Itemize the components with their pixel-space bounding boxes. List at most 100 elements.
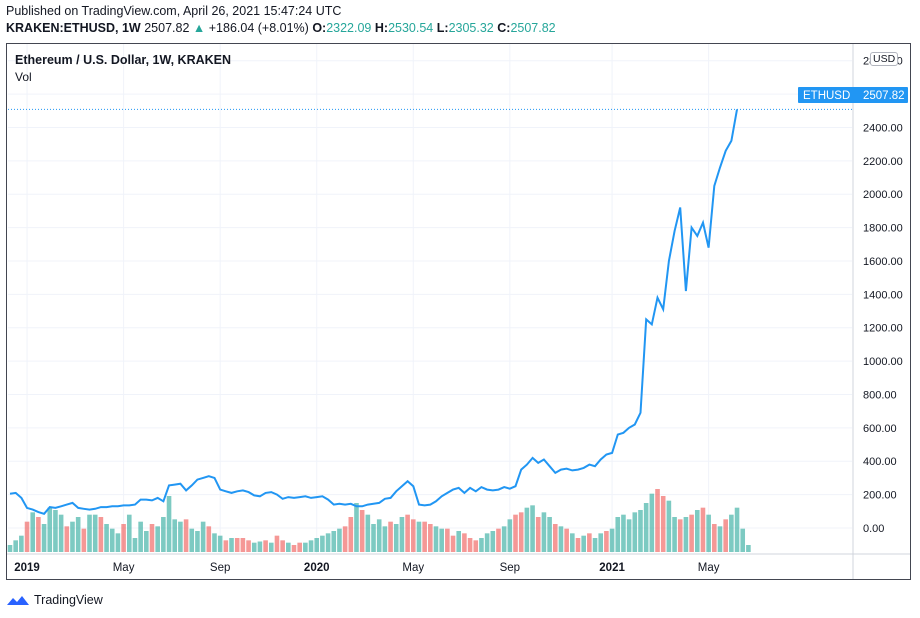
volume-bar	[280, 540, 285, 552]
volume-bar	[206, 526, 212, 552]
volume-bar	[547, 517, 552, 552]
volume-bar	[518, 512, 524, 552]
volume-bar	[223, 540, 229, 552]
volume-bar	[7, 545, 13, 552]
volume-bar	[75, 517, 81, 552]
chart-frame[interactable]	[6, 43, 911, 580]
volume-bar	[746, 545, 751, 552]
volume-bar	[677, 519, 683, 552]
footer-brand: TradingView	[34, 593, 103, 607]
y-tick-label: 2000.00	[863, 189, 903, 201]
volume-bar	[694, 510, 700, 552]
volume-bar	[717, 526, 723, 552]
volume-bar	[558, 526, 564, 552]
volume-bar	[53, 510, 58, 552]
volume-bar	[513, 514, 518, 552]
price-tag-symbol: ETHUSD	[803, 90, 850, 102]
volume-bar	[626, 519, 632, 552]
volume-bar	[615, 517, 621, 552]
volume-bar	[138, 521, 143, 552]
price-axis[interactable]: 0.00 200.00 400.00 600.00 800.00 1000.00 1200.…	[863, 56, 903, 535]
y-tick-label: 1200.00	[863, 323, 903, 335]
volume-bar	[359, 510, 365, 552]
high-value: 2530.54	[388, 21, 434, 35]
x-tick-label: Sep	[500, 562, 520, 574]
volume-bar	[405, 514, 410, 552]
y-tick-label: 1600.00	[863, 256, 903, 268]
volume-bar	[462, 533, 467, 552]
volume-bar	[337, 528, 342, 552]
grid	[8, 44, 852, 553]
volume-bar	[274, 535, 280, 552]
volume-bar	[342, 526, 348, 552]
volume-bar	[575, 538, 581, 552]
volume-bar	[723, 519, 728, 552]
volume-bar	[388, 521, 393, 552]
volume-bar	[303, 542, 308, 552]
volume-bar	[592, 538, 598, 552]
volume-bar	[507, 519, 513, 552]
volume-bar	[13, 540, 18, 552]
volume-bar	[729, 514, 734, 552]
volume-bar	[473, 540, 479, 552]
volume-bar	[348, 517, 354, 552]
volume-bar	[314, 538, 320, 552]
low-label: L:	[436, 21, 449, 35]
price-line	[9, 109, 738, 515]
y-tick-label: 1800.00	[863, 223, 903, 235]
volume-bar	[422, 521, 427, 552]
volume-bar	[683, 517, 689, 552]
volume-bar	[308, 540, 314, 552]
price-tag-value: 2507.82	[863, 90, 905, 102]
volume-bar	[257, 541, 263, 552]
volume-bar	[320, 535, 325, 552]
volume-legend: Vol	[15, 70, 32, 84]
x-tick-label: 2021	[599, 562, 625, 574]
volume-bar	[81, 528, 87, 552]
volume-bar	[58, 514, 64, 552]
volume-bar	[535, 517, 541, 552]
close-label: C:	[497, 21, 511, 35]
volume-bar	[172, 519, 178, 552]
volume-bar	[325, 533, 331, 552]
volume-bar	[47, 507, 53, 552]
volume-bar	[609, 528, 615, 552]
volume-bar	[456, 531, 462, 552]
volume-bar	[104, 524, 109, 552]
volume-bar	[234, 538, 240, 552]
y-tick-label: 2200.00	[863, 156, 903, 168]
volume-bar	[632, 512, 638, 552]
volume-bar	[189, 528, 195, 552]
y-tick-label: 1400.00	[863, 289, 903, 301]
volume-bar	[30, 512, 36, 552]
volume-bar	[530, 505, 535, 552]
x-tick-label: 2020	[304, 562, 330, 574]
volume-bar	[740, 528, 746, 552]
volume-bar	[126, 514, 132, 552]
volume-bar	[212, 533, 217, 552]
volume-bar	[643, 503, 649, 552]
volume-bar	[161, 517, 166, 552]
chart-legend-title: Ethereum / U.S. Dollar, 1W, KRAKEN	[15, 53, 232, 67]
volume-bar	[479, 538, 484, 552]
volume-bar	[570, 533, 575, 552]
volume-bar	[399, 517, 405, 552]
volume-bar	[416, 521, 422, 552]
volume-bar	[286, 542, 291, 552]
time-axis[interactable]: 2019 May Sep 2020 May Sep 2021 May	[14, 562, 720, 574]
volume-bar	[354, 503, 359, 552]
volume-bar	[166, 496, 172, 552]
volume-bar	[439, 528, 444, 552]
volume-bar	[587, 533, 592, 552]
currency-badge[interactable]: USD	[870, 52, 899, 66]
volume-bar	[263, 540, 268, 552]
published-info: Published on TradingView.com, April 26, …	[6, 4, 342, 18]
price-change: +186.04 (+8.01%)	[208, 21, 309, 35]
y-tick-label: 0.00	[863, 523, 884, 535]
volume-bar	[371, 524, 376, 552]
x-tick-label: May	[698, 562, 720, 574]
volume-bar	[376, 519, 382, 552]
volume-bar	[445, 528, 450, 552]
volume-bar	[712, 524, 717, 552]
